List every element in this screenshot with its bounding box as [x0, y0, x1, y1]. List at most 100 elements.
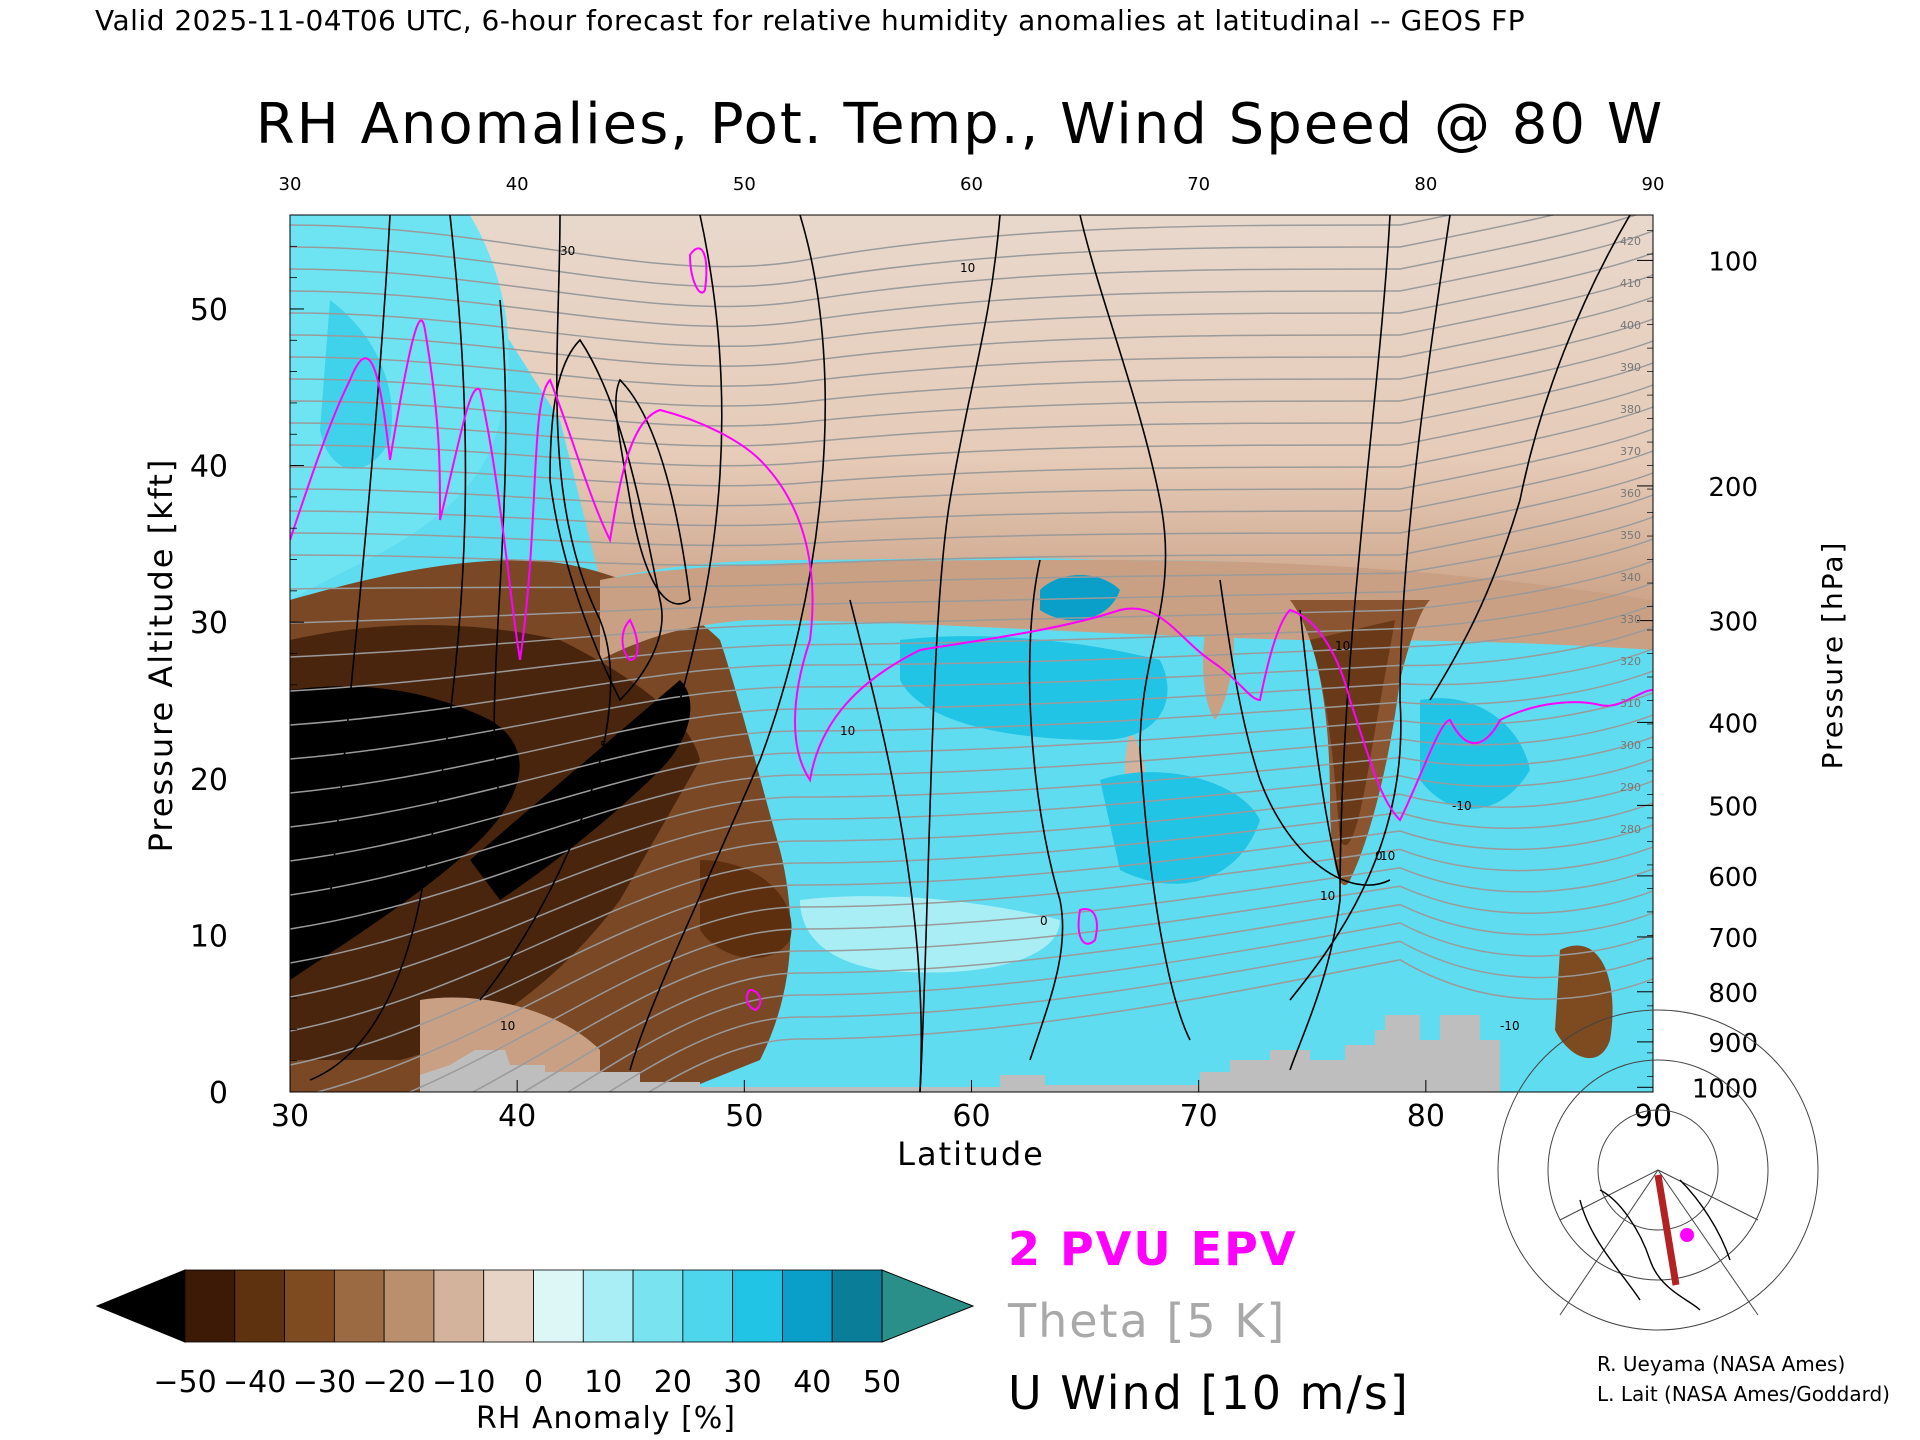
theta-line [290, 215, 1557, 288]
theta-line [290, 215, 1639, 308]
theta-label: 380 [1620, 403, 1641, 416]
wind-contour-label: 0 [1040, 914, 1048, 928]
theta-line [607, 940, 1653, 1092]
pressure-tick-label: 1000 [1692, 1074, 1758, 1104]
credit-line-1: R. Ueyama (NASA Ames) [1597, 1352, 1846, 1376]
top-x-tick-label: 50 [733, 174, 756, 195]
colorbar-swatch [782, 1269, 833, 1343]
colorbar-tick-label: 40 [793, 1365, 831, 1400]
theta-label: 340 [1620, 571, 1641, 584]
y-tick-label: 0 [209, 1076, 228, 1111]
theta-line [290, 318, 1653, 407]
colorbar-swatch [234, 1269, 285, 1343]
theta-line [314, 846, 1653, 1092]
theta-line [290, 626, 1653, 760]
polar-map-icon [1497, 1009, 1819, 1331]
theta-line [290, 604, 1653, 726]
colorbar-swatch [184, 1269, 236, 1343]
colorbar-tick-label: −50 [153, 1365, 216, 1400]
axis-ticks [289, 214, 1654, 1093]
theta-line [290, 406, 1653, 487]
theta-line [290, 692, 1653, 862]
colorbar-tick-label: −40 [223, 1365, 286, 1400]
theta-label: 350 [1620, 529, 1641, 542]
y-tick-label: 50 [190, 293, 228, 328]
pressure-tick-label: 700 [1708, 924, 1758, 954]
theta-label: 360 [1620, 487, 1641, 500]
wind-contour-label: 0 [1375, 849, 1383, 863]
wind-contour-label: -10 [1452, 799, 1472, 813]
epv-2pvu-contour [290, 247, 1653, 1012]
x-tick-label: 70 [1180, 1099, 1218, 1134]
wind-contour-label: 10 [1335, 639, 1350, 653]
colorbar-swatch [433, 1269, 485, 1343]
wind-contour-label: -10 [1500, 1019, 1520, 1033]
colorbar-swatch [383, 1269, 435, 1343]
wind-contours [309, 215, 1631, 1092]
theta-line [290, 252, 1653, 348]
colorbar-tick-label: 50 [863, 1365, 901, 1400]
theta-line [290, 274, 1653, 367]
x-tick-label: 40 [498, 1099, 536, 1134]
legend-wind: U Wind [10 m/s] [1008, 1366, 1410, 1420]
pressure-tick-label: 500 [1708, 792, 1758, 822]
wind-contour-label: 10 [840, 724, 855, 738]
pressure-tick-label: 300 [1708, 608, 1758, 638]
pressure-tick-label: 900 [1708, 1029, 1758, 1059]
theta-line [290, 824, 1653, 1066]
theta-label: 290 [1620, 781, 1641, 794]
theta-line [290, 384, 1653, 467]
theta-label: 390 [1620, 361, 1641, 374]
colorbar-swatch [284, 1269, 335, 1343]
rh-anomaly-field [290, 215, 1653, 1092]
pressure-tick-label: 100 [1708, 247, 1758, 277]
x-tick-label: 30 [271, 1099, 309, 1134]
theta-line [471, 885, 1653, 1092]
theta-line [290, 450, 1653, 527]
theta-label: 300 [1620, 739, 1641, 752]
theta-label: 370 [1620, 445, 1641, 458]
wind-contour-label: 10 [1320, 889, 1335, 903]
top-x-tick-label: 40 [506, 174, 529, 195]
y-tick-label: 40 [190, 450, 228, 485]
y-tick-label: 10 [190, 919, 228, 954]
top-x-tick-label: 80 [1414, 174, 1437, 195]
pressure-tick-label: 800 [1708, 979, 1758, 1009]
colorbar-swatch [533, 1269, 584, 1343]
theta-line [290, 538, 1653, 624]
colorbar-tick-label: −20 [362, 1365, 425, 1400]
theta-line [290, 780, 1653, 998]
theta-line [407, 867, 1653, 1092]
wind-contour-label: 50 [600, 739, 615, 753]
colorbar-tick-label: 10 [584, 1365, 622, 1400]
colorbar-swatch [632, 1269, 684, 1343]
colorbar-tick-label: −30 [293, 1365, 356, 1400]
theta-line [290, 362, 1653, 447]
credit-line-2: L. Lait (NASA Ames/Goddard) [1597, 1382, 1890, 1406]
colorbar-label: RH Anomaly [%] [476, 1401, 736, 1436]
colorbar-swatch [333, 1269, 385, 1343]
y-tick-label: 20 [190, 763, 228, 798]
colorbar-swatch [483, 1269, 534, 1343]
theta-line [290, 670, 1653, 828]
theta-line [290, 714, 1653, 896]
theta-line [290, 758, 1653, 964]
legend-epv: 2 PVU EPV [1008, 1222, 1298, 1276]
theta-line [290, 472, 1653, 547]
pressure-tick-label: 600 [1708, 863, 1758, 893]
theta-label: 420 [1620, 235, 1641, 248]
theta-line [290, 802, 1653, 1032]
colorbar-swatch [682, 1269, 734, 1343]
valid-time-header: Valid 2025-11-04T06 UTC, 6-hour forecast… [95, 4, 1526, 37]
theta-line [290, 736, 1653, 930]
top-x-tick-label: 30 [279, 174, 302, 195]
colorbar: −50 −40 −30 −20 −10 0 10 20 30 40 50 [95, 1269, 975, 1400]
top-x-tick-label: 60 [960, 174, 983, 195]
theta-line [290, 494, 1653, 567]
colorbar-tick-label: 20 [654, 1365, 692, 1400]
very-dry-core [290, 686, 520, 980]
wind-contour-label: 10 [960, 261, 975, 275]
theta-label: 400 [1620, 319, 1641, 332]
theta-line [290, 230, 1653, 328]
